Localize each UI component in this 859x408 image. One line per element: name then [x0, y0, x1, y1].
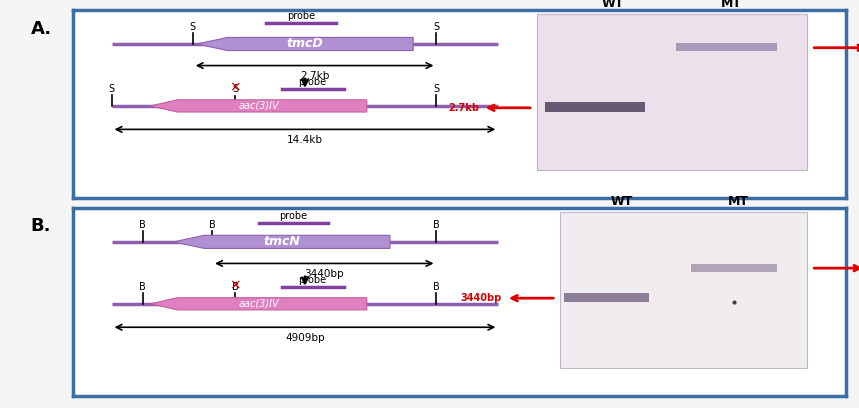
Text: ×: × — [229, 278, 241, 292]
Text: B: B — [433, 282, 440, 292]
Text: B: B — [139, 282, 146, 292]
Bar — [676, 43, 777, 51]
Text: tmcN: tmcN — [264, 235, 300, 248]
Bar — [564, 293, 649, 302]
FancyArrow shape — [174, 235, 390, 248]
Text: B: B — [433, 220, 440, 230]
Text: 14.4kb: 14.4kb — [287, 135, 323, 145]
Text: 2.7kb: 2.7kb — [448, 103, 479, 113]
Text: 2.7kb: 2.7kb — [300, 71, 329, 81]
Text: B: B — [232, 282, 239, 292]
Text: B: B — [139, 220, 146, 230]
Text: ×: × — [229, 80, 241, 94]
FancyArrow shape — [150, 298, 367, 310]
Bar — [560, 212, 807, 368]
Bar — [691, 264, 777, 271]
Text: probe: probe — [299, 77, 326, 87]
Text: aac(3)IV: aac(3)IV — [238, 299, 279, 309]
Text: MT: MT — [722, 0, 742, 10]
FancyArrow shape — [150, 100, 367, 112]
Text: tmcD: tmcD — [287, 38, 323, 51]
Text: A.: A. — [31, 20, 52, 38]
Text: S: S — [108, 84, 115, 94]
FancyArrow shape — [197, 38, 413, 51]
Bar — [545, 102, 645, 113]
Text: B.: B. — [31, 217, 51, 235]
Text: probe: probe — [279, 211, 308, 221]
Text: S: S — [190, 22, 196, 32]
Text: MT: MT — [728, 195, 749, 208]
Text: B: B — [209, 220, 216, 230]
Text: S: S — [232, 84, 239, 94]
Text: 3440bp: 3440bp — [460, 293, 502, 303]
Text: aac(3)IV: aac(3)IV — [238, 101, 279, 111]
Text: 3440bp: 3440bp — [304, 269, 344, 279]
Text: S: S — [433, 84, 440, 94]
Text: S: S — [433, 22, 440, 32]
Text: probe: probe — [287, 11, 315, 22]
Bar — [537, 14, 807, 170]
Text: WT: WT — [611, 195, 633, 208]
Text: probe: probe — [299, 275, 326, 285]
Text: 4909bp: 4909bp — [285, 333, 325, 343]
Text: WT: WT — [601, 0, 624, 10]
